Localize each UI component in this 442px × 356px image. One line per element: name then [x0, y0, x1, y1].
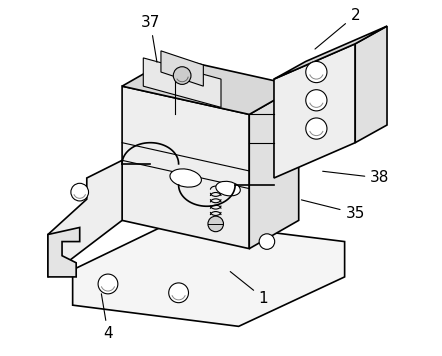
Polygon shape	[143, 58, 221, 108]
Circle shape	[169, 283, 188, 303]
Circle shape	[259, 234, 274, 249]
Ellipse shape	[216, 181, 240, 196]
Polygon shape	[122, 58, 299, 114]
Text: 35: 35	[301, 200, 365, 221]
Text: 38: 38	[323, 171, 390, 185]
Polygon shape	[274, 44, 355, 178]
Text: 1: 1	[230, 272, 268, 305]
Polygon shape	[72, 220, 345, 326]
Circle shape	[306, 118, 327, 139]
Polygon shape	[249, 86, 299, 248]
Text: 2: 2	[315, 8, 360, 49]
Ellipse shape	[170, 169, 202, 187]
Circle shape	[173, 67, 191, 84]
Polygon shape	[48, 227, 80, 277]
Circle shape	[306, 62, 327, 83]
Polygon shape	[274, 26, 387, 79]
Polygon shape	[122, 86, 249, 248]
Polygon shape	[48, 160, 122, 277]
Text: 37: 37	[141, 15, 160, 62]
Circle shape	[306, 90, 327, 111]
Polygon shape	[355, 26, 387, 143]
Text: 4: 4	[101, 294, 113, 341]
Circle shape	[71, 183, 88, 201]
Circle shape	[98, 274, 118, 294]
Polygon shape	[161, 51, 203, 86]
Circle shape	[208, 216, 224, 232]
